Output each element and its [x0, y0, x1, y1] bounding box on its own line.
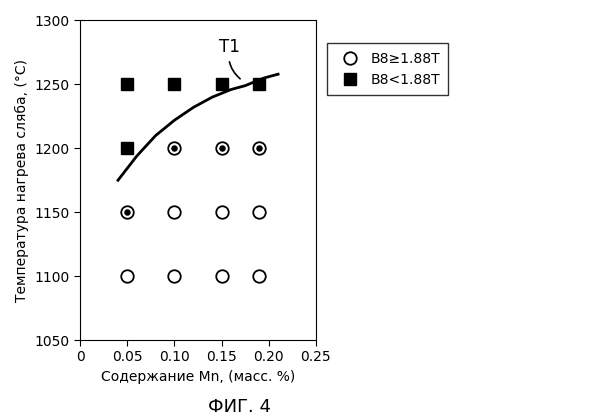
X-axis label: Содержание Mn, (масс. %): Содержание Mn, (масс. %) [101, 370, 295, 384]
Text: ФИГ. 4: ФИГ. 4 [209, 398, 271, 416]
Legend: B8≥1.88T, B8<1.88T: B8≥1.88T, B8<1.88T [328, 43, 448, 95]
Y-axis label: Температура нагрева сляба, (°С): Температура нагрева сляба, (°С) [15, 59, 29, 302]
Text: T1: T1 [218, 38, 240, 79]
